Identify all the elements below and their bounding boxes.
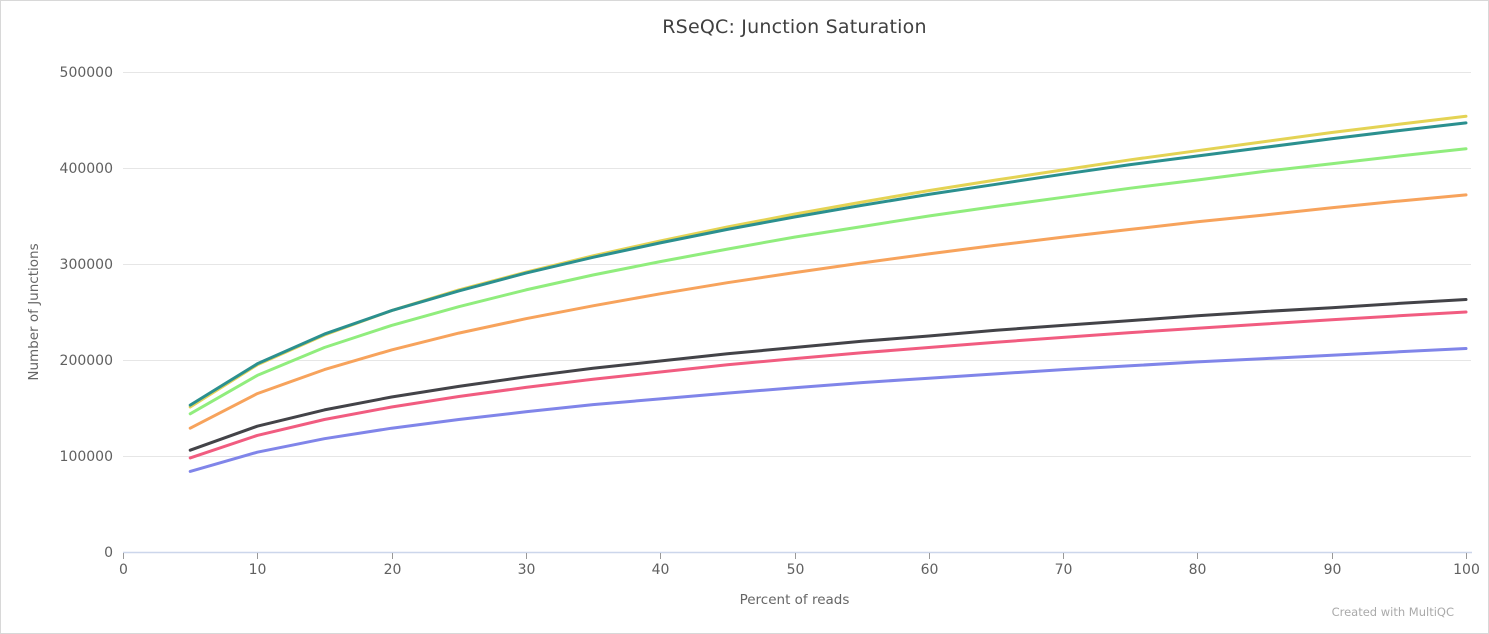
series-line-series-3[interactable]: [188, 298, 1468, 452]
x-tick-label: 70: [1055, 562, 1073, 578]
series-line-series-2[interactable]: [188, 310, 1468, 460]
series-line-series-7[interactable]: [188, 121, 1468, 407]
x-tick-label: 90: [1324, 562, 1342, 578]
x-tick-label: 80: [1189, 562, 1207, 578]
series-line-series-4[interactable]: [188, 193, 1468, 430]
series-line-series-6[interactable]: [188, 114, 1468, 409]
multiqc-attribution: Created with MultiQC: [1331, 605, 1454, 619]
x-tick-label: 50: [787, 562, 805, 578]
x-tick-label: 30: [518, 562, 536, 578]
y-tick-label: 100000: [60, 449, 113, 465]
x-tick-label: 40: [652, 562, 670, 578]
x-tick-label: 100: [1453, 562, 1480, 578]
x-tick-label: 20: [384, 562, 402, 578]
series-line-series-1[interactable]: [188, 347, 1468, 473]
x-tick-label: 60: [921, 562, 939, 578]
y-tick-label: 400000: [60, 161, 113, 177]
y-tick-label: 300000: [60, 257, 113, 273]
x-tick-label: 10: [249, 562, 267, 578]
y-tick-label: 200000: [60, 353, 113, 369]
y-tick-label: 500000: [60, 65, 113, 81]
x-tick-label: 0: [119, 562, 128, 578]
y-tick-label: 0: [104, 545, 113, 561]
series-line-series-5[interactable]: [188, 147, 1468, 416]
x-axis-title: Percent of reads: [739, 592, 850, 608]
chart-title: RSeQC: Junction Saturation: [662, 16, 927, 38]
